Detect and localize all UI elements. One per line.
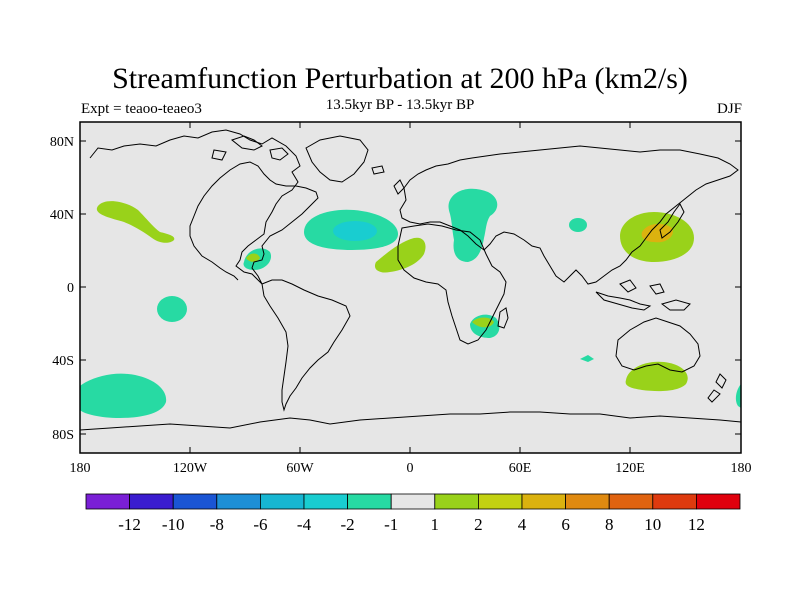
colorbar-swatch [521,493,566,510]
season-label: DJF [716,101,742,117]
coast-madagascar [497,307,509,329]
lon-label-60e: 60E [509,461,532,476]
lat-label-80n: 80N [50,135,74,150]
anomaly-south-indian-ocean [580,355,594,362]
colorbar-label: -8 [210,515,224,534]
lon-label-120e: 120E [615,461,645,476]
colorbar-swatch [477,493,523,510]
coast-uk-iceland [371,165,405,195]
map-background [80,122,741,453]
chart-title: Streamfunction Perturbation at 200 hPa (… [112,62,688,95]
colorbar-swatch [347,493,392,510]
colorbar-label: 4 [518,515,527,534]
colorbar-swatch [172,493,218,510]
coast-africa [397,223,507,345]
colorbar-label: 8 [605,515,614,534]
anomaly-north-atlantic-core [333,221,377,241]
anomaly-east-asia-core [641,223,673,243]
anomaly-west-africa [374,237,426,273]
lon-label-180e: 180 [731,461,752,476]
anomaly-south-pacific [80,373,167,418]
colorbar: -12 -10 -8 -6 -4 -2 -1 1 2 4 6 8 10 12 [85,493,741,534]
coast-southeast-asia-islands [595,279,691,311]
period-label: 13.5kyr BP - 13.5kyr BP [325,97,475,113]
anomaly-layer [80,188,741,418]
colorbar-swatch [259,493,305,510]
lon-axis: 180 120W 60W 0 60E 120E 180 [70,122,752,476]
colorbar-swatch [390,493,436,510]
colorbar-label: -10 [162,515,185,534]
colorbar-label: 12 [688,515,705,534]
colorbar-swatch [696,493,741,510]
colorbar-swatch [216,493,261,510]
colorbar-label: 6 [561,515,570,534]
coast-new-zealand [707,373,727,403]
colorbar-label: -6 [253,515,267,534]
anomaly-northeast-pacific [96,201,175,243]
anomaly-mediterranean [448,188,498,262]
colorbar-swatch [652,493,697,510]
colorbar-swatch [129,493,174,510]
colorbar-label: 1 [431,515,440,534]
colorbar-swatch [565,493,610,510]
coast-greenland [305,135,369,183]
experiment-label: Expt = teaoo-teaeo3 [81,101,202,117]
coast-antarctica [79,411,742,431]
colorbar-label: -4 [297,515,312,534]
lon-label-180w: 180 [70,461,91,476]
colorbar-swatch [608,493,654,510]
lat-label-equator: 0 [67,281,74,296]
colorbar-label: -12 [118,515,141,534]
colorbar-label: -2 [341,515,355,534]
coast-japan [659,203,685,239]
anomaly-caribbean-core [246,253,260,262]
coastlines [79,129,742,431]
coast-north-america [89,129,319,285]
anomaly-southern-ocean-australia [625,361,688,392]
colorbar-swatch [303,493,348,510]
coast-south-america [261,279,351,412]
anomaly-east-pacific [157,296,187,322]
colorbar-swatch [434,493,479,510]
colorbar-label: 10 [644,515,661,534]
anomaly-tibet [569,218,587,232]
lon-label-120w: 120W [173,461,208,476]
lon-label-60w: 60W [286,461,314,476]
lat-axis: 80N 40N 0 40S 80S [50,135,741,443]
coast-eurasia [399,145,739,285]
colorbar-swatch [85,493,130,510]
colorbar-label: 2 [474,515,483,534]
lon-label-0: 0 [407,461,414,476]
colorbar-label: -1 [384,515,398,534]
lat-label-40n: 40N [50,208,74,223]
anomaly-south-pacific-east [735,384,741,408]
coast-arctic-islands [211,135,289,161]
lat-label-80s: 80S [52,428,74,443]
lat-label-40s: 40S [52,354,74,369]
coast-australia [615,317,701,373]
